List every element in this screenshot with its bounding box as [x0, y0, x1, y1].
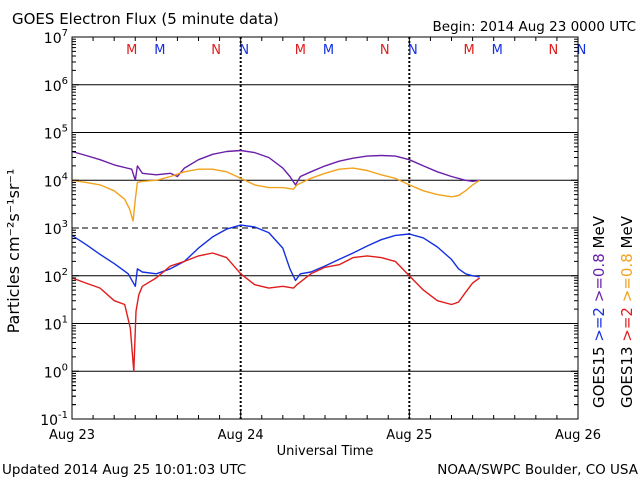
- marker-label: N: [211, 43, 221, 58]
- x-axis-ticks: Aug 23 Aug 24 Aug 25 Aug 26: [49, 37, 601, 443]
- x-tick-label: Aug 25: [386, 428, 432, 443]
- gridlines: [72, 84, 578, 372]
- legend-entry: GOES13 >=2 >=0.8 MeV: [618, 215, 636, 408]
- credit-label: NOAA/SWPC Boulder, CO USA: [437, 462, 639, 478]
- series-line: [71, 149, 480, 186]
- series-line: [71, 224, 480, 287]
- marker-label: M: [463, 43, 474, 58]
- marker-label: N: [239, 43, 249, 58]
- y-tick-label: 100: [44, 362, 68, 381]
- series-line: [71, 252, 481, 372]
- y-axis-label: Particles cm⁻²s⁻¹sr⁻¹: [4, 169, 23, 334]
- data-series: [71, 149, 481, 372]
- x-tick-label: Aug 24: [218, 428, 264, 443]
- x-axis-label: Universal Time: [277, 444, 374, 459]
- y-tick-label: 102: [44, 267, 68, 286]
- y-tick-label: 105: [44, 124, 68, 143]
- marker-label: M: [323, 43, 334, 58]
- chart-title: GOES Electron Flux (5 minute data): [12, 10, 279, 28]
- y-tick-label: 101: [44, 315, 68, 334]
- y-tick-label: 103: [44, 219, 68, 238]
- marker-label: M: [492, 43, 503, 58]
- updated-timestamp: Updated 2014 Aug 25 10:01:03 UTC: [2, 462, 246, 478]
- marker-label: N: [577, 43, 587, 58]
- y-tick-label: 107: [44, 28, 68, 47]
- y-tick-label: 10-1: [40, 410, 68, 429]
- y-tick-label: 106: [44, 76, 68, 95]
- x-tick-label: Aug 26: [555, 428, 601, 443]
- marker-label: M: [295, 43, 306, 58]
- x-tick-label: Aug 23: [49, 428, 95, 443]
- legend-goes15: GOES15 >=2 >=0.8 MeV: [590, 215, 608, 408]
- begin-time-label: Begin: 2014 Aug 23 0000 UTC: [433, 19, 636, 35]
- marker-label: M: [126, 43, 137, 58]
- legend-entry: GOES15 >=2 >=0.8 MeV: [590, 215, 608, 408]
- y-tick-label: 104: [44, 171, 68, 190]
- marker-label: N: [549, 43, 559, 58]
- legend-goes13: GOES13 >=2 >=0.8 MeV: [618, 215, 636, 408]
- marker-label: N: [408, 43, 418, 58]
- series-line: [71, 167, 480, 222]
- marker-label: N: [380, 43, 390, 58]
- marker-label: M: [154, 43, 165, 58]
- y-axis-ticks: 107 106 105 104 103 102 101 100 10-1: [40, 28, 578, 429]
